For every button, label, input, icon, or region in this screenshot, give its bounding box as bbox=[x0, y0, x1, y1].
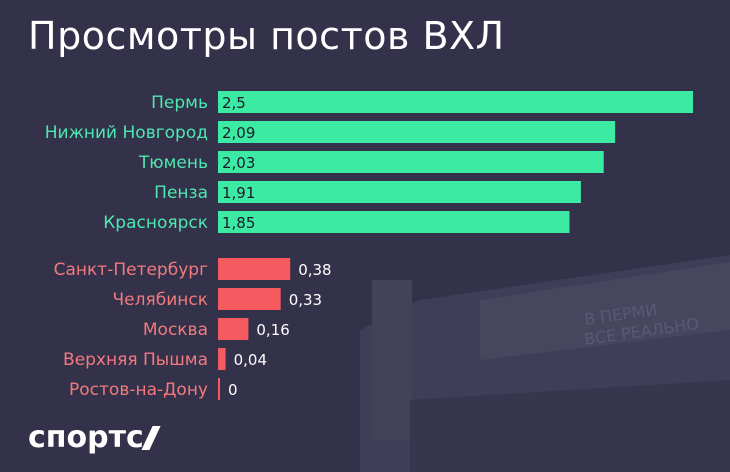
category-label: Челябинск bbox=[113, 290, 208, 310]
value-label: 0 bbox=[228, 381, 238, 399]
value-label: 0,16 bbox=[256, 321, 289, 339]
category-label: Тюмень bbox=[138, 153, 208, 173]
bar bbox=[218, 318, 249, 340]
category-label: Пермь bbox=[151, 93, 208, 113]
value-label: 1,85 bbox=[222, 214, 255, 232]
category-label: Верхняя Пышма bbox=[63, 350, 208, 370]
value-label: 0,38 bbox=[298, 261, 331, 279]
bar bbox=[218, 288, 281, 310]
chart-title: Просмотры постов ВХЛ bbox=[28, 14, 505, 58]
category-label: Ростов-на-Дону bbox=[69, 380, 208, 400]
category-label: Москва bbox=[143, 320, 208, 340]
value-label: 1,91 bbox=[222, 184, 255, 202]
value-label: 2,5 bbox=[222, 94, 246, 112]
bar bbox=[218, 91, 693, 113]
category-label: Санкт-Петербург bbox=[54, 260, 208, 280]
category-label: Нижний Новгород bbox=[45, 123, 208, 143]
bar bbox=[218, 211, 570, 233]
sports-logo: спортс bbox=[28, 420, 161, 455]
category-label: Пенза bbox=[154, 183, 208, 203]
bar bbox=[218, 258, 291, 280]
bar bbox=[218, 378, 220, 400]
bar bbox=[218, 151, 604, 173]
value-label: 2,09 bbox=[222, 124, 255, 142]
bar bbox=[218, 348, 226, 370]
bar bbox=[218, 181, 581, 203]
bar bbox=[218, 121, 616, 143]
logo-text: спортс bbox=[28, 420, 144, 455]
value-label: 2,03 bbox=[222, 154, 255, 172]
category-label: Красноярск bbox=[103, 213, 208, 233]
value-label: 0,33 bbox=[289, 291, 322, 309]
value-label: 0,04 bbox=[234, 351, 267, 369]
